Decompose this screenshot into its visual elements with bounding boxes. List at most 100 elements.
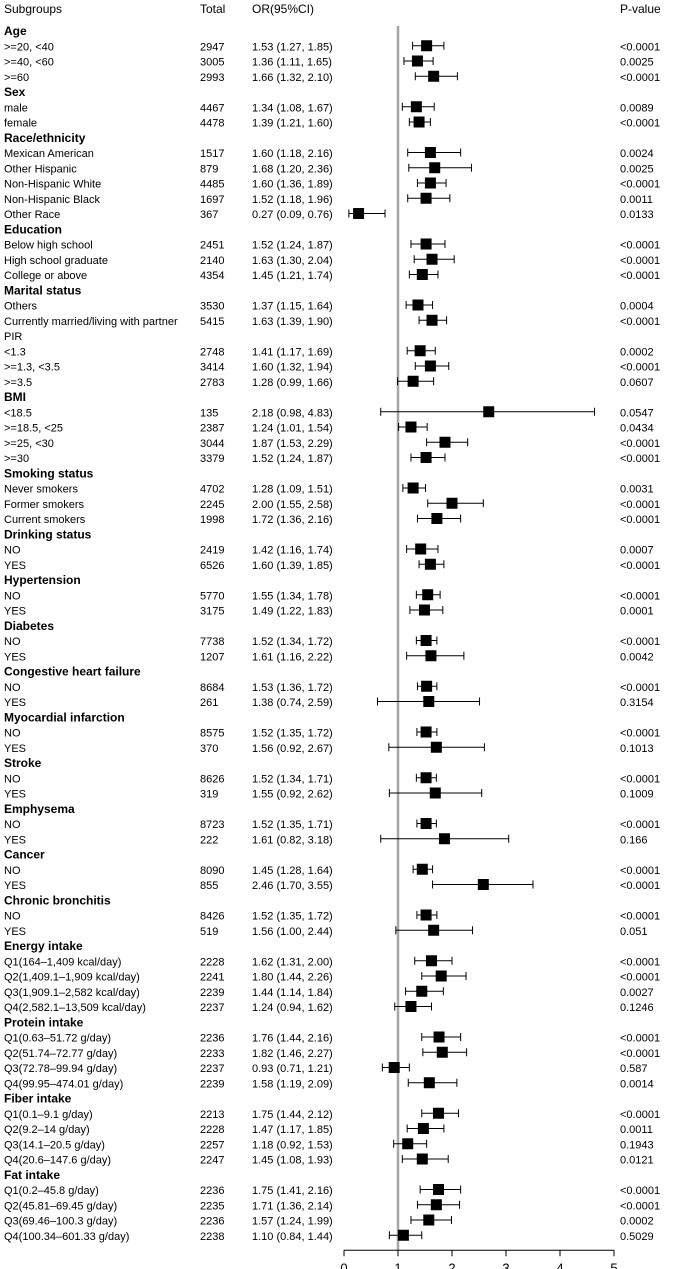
forest-row: NO 7738 1.52 (1.34, 1.72) <0.0001	[4, 635, 660, 648]
row-label: NO	[4, 728, 21, 740]
or-marker	[430, 1199, 442, 1211]
or-marker	[424, 558, 436, 570]
forest-row: YES 370 1.56 (0.92, 2.67) 0.1013	[4, 741, 654, 755]
row-or-ci: 2.46 (1.70, 3.55)	[252, 880, 333, 892]
row-total: 222	[200, 834, 218, 846]
row-label: >=40, <60	[4, 57, 54, 69]
row-total: 8575	[200, 728, 224, 740]
forest-row: YES 855 2.46 (1.70, 3.55) <0.0001	[4, 879, 660, 892]
column-header-or: OR(95%CI)	[252, 2, 314, 16]
forest-row: YES 222 1.61 (0.82, 3.18) 0.166	[4, 833, 648, 846]
x-tick-label: 2	[448, 1260, 455, 1269]
row-total: 2783	[200, 377, 224, 389]
row-label: Q3(14.1–20.5 g/day)	[4, 1139, 105, 1151]
forest-row: Non-Hispanic White 4485 1.60 (1.36, 1.89) <…	[4, 177, 660, 191]
row-p-value: 0.0025	[620, 163, 654, 175]
subgroup-header-label: Stroke	[4, 756, 42, 770]
row-total: 2419	[200, 545, 224, 557]
row-total: 7738	[200, 636, 224, 648]
row-total: 2140	[200, 255, 224, 267]
row-or-ci: 1.72 (1.36, 2.16)	[252, 514, 333, 526]
row-total: 1517	[200, 148, 224, 160]
row-label: Q1(0.63–51.72 g/day)	[4, 1033, 111, 1045]
row-or-ci: 1.36 (1.11, 1.65)	[252, 57, 332, 69]
row-p-value: 0.0607	[620, 377, 654, 389]
row-p-value: 0.0434	[620, 423, 654, 435]
row-total: 519	[200, 926, 218, 938]
row-total: 2228	[200, 956, 224, 968]
or-marker	[431, 513, 443, 524]
or-marker	[424, 177, 436, 189]
row-or-ci: 1.80 (1.44, 2.26)	[252, 972, 333, 984]
subgroup-header: Fiber intake	[4, 1092, 72, 1106]
or-marker	[402, 1138, 414, 1150]
row-or-ci: 1.52 (1.34, 1.72)	[252, 636, 333, 648]
row-p-value: 0.0002	[620, 346, 654, 358]
forest-row: Q4(99.95–474.01 g/day) 2239 1.58 (1.19, 2.…	[4, 1077, 654, 1090]
row-or-ci: 1.41 (1.17, 1.69)	[252, 346, 333, 358]
row-label: YES	[4, 697, 26, 709]
row-p-value: 0.1013	[620, 743, 654, 755]
row-p-value: <0.0001	[620, 179, 660, 191]
row-label: NO	[4, 819, 21, 831]
row-p-value: <0.0001	[620, 590, 660, 602]
row-label: NO	[4, 682, 21, 694]
subgroup-header: Sex	[4, 85, 26, 99]
row-or-ci: 1.60 (1.36, 1.89)	[252, 179, 333, 191]
row-total: 2947	[200, 41, 224, 53]
row-label: Never smokers	[4, 484, 78, 496]
forest-row: YES 3175 1.49 (1.22, 1.83) 0.0001	[4, 604, 654, 618]
forest-rows: Age >=20, <40 2947 1.53 (1.27, 1.85) <0.0001…	[4, 24, 660, 1251]
row-label: Q4(99.95–474.01 g/day)	[4, 1078, 123, 1090]
row-p-value: <0.0001	[620, 270, 660, 282]
or-marker	[415, 543, 427, 555]
forest-row: NO 2419 1.42 (1.16, 1.74) 0.0007	[4, 543, 654, 557]
forest-row: Q4(2,582.1–13,509 kcal/day) 2237 1.24 (0.9…	[4, 1001, 654, 1014]
forest-row: Mexican American 1517 1.60 (1.18, 2.16) 0.0…	[4, 147, 654, 160]
or-marker	[420, 452, 432, 463]
forest-row: Q1(0.2–45.8 g/day) 2236 1.75 (1.41, 2.16) <…	[4, 1184, 660, 1197]
or-marker	[407, 482, 419, 494]
or-marker	[420, 818, 432, 829]
or-marker	[407, 375, 419, 387]
row-or-ci: 1.10 (0.84, 1.44)	[252, 1231, 333, 1243]
or-marker	[423, 696, 435, 707]
row-p-value: 0.1009	[620, 789, 654, 801]
row-total: 4478	[200, 118, 224, 130]
row-label: Q2(1,409.1–1,909 kcal/day)	[4, 972, 140, 984]
row-p-value: <0.0001	[620, 1033, 660, 1045]
forest-row: <1.3 2748 1.41 (1.17, 1.69) 0.0002	[4, 345, 654, 358]
row-p-value: <0.0001	[620, 1109, 660, 1121]
row-label: YES	[4, 880, 26, 892]
forest-row: Q2(45.81–69.45 g/day) 2235 1.71 (1.36, 2.1…	[4, 1199, 660, 1212]
row-label: YES	[4, 834, 26, 846]
row-or-ci: 1.45 (1.08, 1.93)	[252, 1155, 333, 1167]
column-header-subgroups: Subgroups	[4, 2, 62, 16]
row-or-ci: 1.75 (1.41, 2.16)	[252, 1185, 333, 1197]
row-label: Others	[4, 301, 38, 313]
forest-row: Current smokers 1998 1.72 (1.36, 2.16) <0.0…	[4, 513, 660, 526]
row-or-ci: 1.39 (1.21, 1.60)	[252, 118, 333, 130]
row-or-ci: 1.56 (0.92, 2.67)	[252, 743, 333, 755]
forest-row: Never smokers 4702 1.28 (1.09, 1.51) 0.0031	[4, 482, 654, 496]
subgroup-header: Congestive heart failure	[4, 665, 141, 679]
row-or-ci: 1.58 (1.19, 2.09)	[252, 1078, 333, 1090]
row-label: NO	[4, 636, 21, 648]
row-or-ci: 1.47 (1.17, 1.85)	[252, 1124, 333, 1136]
subgroup-header-label: Drinking status	[4, 527, 92, 541]
row-label: >=25, <30	[4, 438, 54, 450]
row-total: 2257	[200, 1139, 224, 1151]
row-p-value: <0.0001	[620, 41, 660, 53]
row-label: <1.3	[4, 346, 26, 358]
row-label: Q4(100.34–601.33 g/day)	[4, 1231, 129, 1243]
row-or-ci: 1.28 (0.99, 1.66)	[252, 377, 333, 389]
forest-row: Q4(20.6–147.6 g/day) 2247 1.45 (1.08, 1.93…	[4, 1153, 654, 1167]
row-total: 3414	[200, 362, 224, 374]
row-or-ci: 1.44 (1.14, 1.84)	[252, 987, 333, 999]
row-or-ci: 1.52 (1.34, 1.71)	[252, 773, 333, 785]
row-or-ci: 1.71 (1.36, 2.14)	[252, 1200, 333, 1212]
row-or-ci: 1.60 (1.32, 1.94)	[252, 362, 333, 374]
row-label: Below high school	[4, 240, 93, 252]
row-or-ci: 1.82 (1.46, 2.27)	[252, 1048, 333, 1060]
subgroup-header-label: Age	[4, 24, 27, 38]
